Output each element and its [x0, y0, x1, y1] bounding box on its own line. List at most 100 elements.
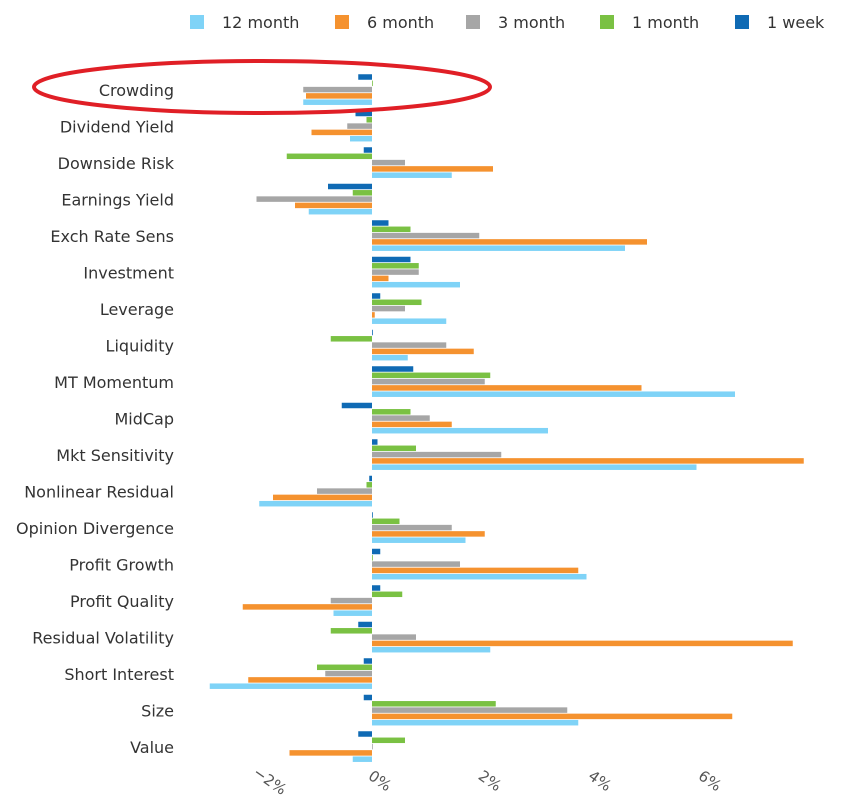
bar-opinion-divergence-1-week: [372, 512, 373, 518]
bar-crowding-3-month: [303, 86, 372, 93]
bar-dividend-yield-1-month: [366, 117, 372, 123]
bar-dividend-yield-1-week: [355, 110, 372, 117]
legend-swatch-1-week: [735, 15, 749, 29]
x-tick-label-4: 4%: [585, 767, 615, 795]
legend-swatch-6-month: [335, 15, 349, 29]
bar-leverage-3-month: [372, 305, 405, 312]
bar-midcap-6-month: [372, 421, 452, 428]
category-label-midcap: MidCap: [114, 410, 174, 429]
bar-investment-6-month: [372, 275, 389, 282]
bar-residual-volatility-3-month: [372, 634, 416, 640]
legend-swatch-1-month: [600, 15, 614, 29]
bar-dividend-yield-3-month: [347, 123, 372, 129]
legend-label-3-month: 3 month: [498, 13, 565, 32]
bar-value-3-month: [372, 743, 373, 750]
bar-liquidity-12-month: [372, 354, 408, 361]
legend-swatch-12-month: [190, 15, 204, 29]
bar-liquidity-3-month: [372, 342, 447, 348]
bar-size-3-month: [372, 707, 568, 713]
bar-midcap-1-month: [372, 409, 411, 415]
category-label-downside-risk: Downside Risk: [58, 154, 175, 173]
bar-investment-1-week: [372, 256, 411, 263]
bar-nonlinear-residual-6-month: [273, 494, 372, 501]
bar-crowding-1-week: [358, 74, 372, 80]
bar-residual-volatility-12-month: [372, 646, 491, 653]
legend-label-1-week: 1 week: [767, 13, 825, 32]
bar-midcap-12-month: [372, 427, 548, 434]
bar-earnings-yield-1-month: [352, 190, 372, 196]
bar-mt-momentum-6-month: [372, 385, 642, 391]
bar-earnings-yield-6-month: [295, 202, 372, 209]
category-label-earnings-yield: Earnings Yield: [61, 191, 174, 210]
bar-exch-rate-sens-1-month: [372, 226, 411, 233]
bar-mt-momentum-1-week: [372, 366, 414, 372]
x-axis-ticks: −2% 0% 2% 4% 6%: [250, 763, 725, 799]
bar-profit-quality-1-month: [372, 591, 403, 598]
bar-midcap-3-month: [372, 415, 430, 421]
category-label-profit-growth: Profit Growth: [69, 556, 174, 575]
bar-downside-risk-1-week: [363, 147, 372, 153]
bar-profit-growth-6-month: [372, 567, 579, 574]
bar-investment-1-month: [372, 263, 419, 269]
bar-downside-risk-3-month: [372, 159, 405, 166]
bar-exch-rate-sens-1-week: [372, 220, 389, 226]
category-label-crowding: Crowding: [99, 81, 174, 100]
legend-swatch-3-month: [466, 15, 480, 29]
bar-profit-quality-12-month: [333, 610, 372, 616]
category-label-profit-quality: Profit Quality: [70, 592, 174, 611]
category-label-residual-volatility: Residual Volatility: [32, 629, 174, 648]
bar-leverage-12-month: [372, 318, 447, 324]
bar-nonlinear-residual-1-month: [366, 482, 372, 488]
bar-profit-quality-6-month: [242, 604, 372, 610]
bar-dividend-yield-12-month: [350, 135, 372, 142]
bar-profit-growth-1-month: [372, 555, 373, 561]
bar-leverage-1-month: [372, 299, 422, 306]
bar-mkt-sensitivity-6-month: [372, 458, 804, 464]
bar-mkt-sensitivity-1-week: [372, 439, 378, 445]
bar-downside-risk-6-month: [372, 166, 493, 172]
x-tick-label-2: −2%: [250, 763, 290, 799]
category-label-investment: Investment: [83, 264, 174, 283]
bar-profit-growth-12-month: [372, 573, 587, 580]
bar-short-interest-1-week: [363, 658, 372, 664]
bar-crowding-1-month: [372, 80, 373, 87]
bar-nonlinear-residual-12-month: [259, 500, 372, 507]
bar-downside-risk-1-month: [286, 153, 372, 160]
annotation: [32, 59, 492, 115]
bar-value-1-week: [358, 731, 372, 737]
legend-label-1-month: 1 month: [632, 13, 699, 32]
bar-residual-volatility-1-week: [358, 621, 372, 628]
bar-opinion-divergence-6-month: [372, 531, 485, 537]
bar-crowding-6-month: [306, 93, 372, 99]
bar-profit-quality-1-week: [372, 585, 381, 591]
legend-label-12-month: 12 month: [222, 13, 299, 32]
legend-label-6-month: 6 month: [367, 13, 434, 32]
bar-residual-volatility-6-month: [372, 640, 793, 647]
category-labels: Crowding Dividend Yield Downside Risk Earni…: [16, 81, 175, 757]
bar-mt-momentum-3-month: [372, 378, 485, 385]
bar-liquidity-1-month: [330, 336, 372, 342]
bar-mkt-sensitivity-12-month: [372, 464, 697, 470]
category-label-short-interest: Short Interest: [64, 665, 174, 684]
legend: 12 month 6 month 3 month 1 month 1 week: [190, 13, 825, 32]
bar-exch-rate-sens-6-month: [372, 239, 647, 245]
bar-size-1-month: [372, 701, 496, 707]
bar-short-interest-1-month: [317, 664, 372, 671]
bar-mt-momentum-1-month: [372, 372, 491, 379]
bar-investment-12-month: [372, 281, 460, 288]
bar-profit-growth-3-month: [372, 561, 460, 567]
bar-profit-growth-1-week: [372, 548, 381, 555]
category-label-exch-rate-sens: Exch Rate Sens: [50, 227, 174, 246]
bar-opinion-divergence-1-month: [372, 518, 400, 525]
bar-mkt-sensitivity-1-month: [372, 445, 416, 452]
bar-short-interest-3-month: [325, 670, 372, 677]
bar-value-1-month: [372, 737, 405, 744]
x-tick-label-2: 2%: [475, 767, 505, 795]
category-label-nonlinear-residual: Nonlinear Residual: [24, 483, 174, 502]
bar-dividend-yield-6-month: [311, 129, 372, 136]
bar-earnings-yield-1-week: [328, 183, 372, 190]
bar-exch-rate-sens-12-month: [372, 245, 625, 251]
bar-size-6-month: [372, 713, 733, 720]
bar-short-interest-6-month: [248, 677, 372, 683]
